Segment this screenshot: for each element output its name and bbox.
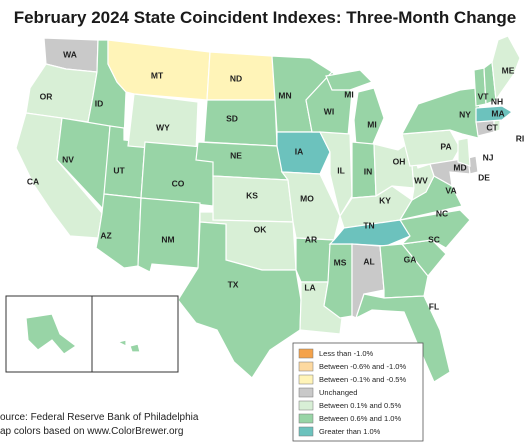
legend-swatch	[298, 426, 314, 437]
state-label-vt: VT	[478, 91, 490, 101]
state-label-tx: TX	[228, 279, 239, 289]
state-de	[467, 155, 479, 175]
state-label-nm: NM	[161, 234, 174, 244]
state-nm	[137, 197, 201, 273]
state-label-mn: MN	[278, 90, 291, 100]
state-label-ne: NE	[230, 150, 242, 160]
legend-label: Between -0.1% and -0.5%	[319, 375, 406, 384]
legend-label: Less than -1.0%	[319, 349, 374, 358]
legend-label: Greater than 1.0%	[319, 427, 381, 436]
legend-swatch	[298, 387, 314, 398]
legend-label: Unchanged	[319, 388, 357, 397]
state-ak-inset	[25, 313, 78, 355]
state-mi-upper	[325, 69, 374, 91]
state-label-nv: NV	[62, 154, 74, 164]
state-label-mt: MT	[151, 70, 164, 80]
state-label-tn: TN	[363, 220, 374, 230]
state-nc	[399, 209, 471, 249]
state-label-wy: WY	[156, 122, 170, 132]
state-ia	[276, 131, 331, 175]
legend: Less than -1.0% Between -0.6% and -1.0% Be…	[292, 342, 424, 442]
state-label-ut: UT	[113, 165, 125, 175]
state-hi-inset	[116, 339, 141, 353]
state-wv	[409, 141, 435, 202]
hawaii-inset-box	[91, 295, 179, 373]
state-label-la: LA	[304, 282, 315, 292]
legend-box	[292, 342, 424, 442]
source-line-1: ource: Federal Reserve Bank of Philadelp…	[0, 412, 199, 423]
legend-swatch	[298, 348, 314, 359]
source-line-2: ap colors based on www.ColorBrewer.org	[0, 426, 184, 437]
inset-layer	[5, 295, 179, 373]
state-label-wv: WV	[414, 175, 428, 185]
state-label-nj: NJ	[483, 152, 494, 162]
state-label-va: VA	[445, 185, 456, 195]
state-label-ar: AR	[305, 234, 317, 244]
state-tx	[177, 221, 302, 379]
state-label-sd: SD	[226, 113, 238, 123]
state-fl	[354, 293, 451, 383]
state-label-mo: MO	[300, 193, 314, 203]
state-label-nh: NH	[491, 96, 503, 106]
state-label-az: AZ	[100, 230, 111, 240]
state-label-ok: OK	[254, 224, 268, 234]
state-or	[25, 63, 98, 123]
state-label-fl: FL	[429, 301, 439, 311]
state-label-md: MD	[453, 162, 466, 172]
state-labels-layer: WA OR CA ID NV UT AZ MT WY CO NM ND SD NE KS OK TX MN IA MO…	[27, 49, 524, 343]
state-mi	[353, 87, 385, 147]
state-label-sc: SC	[428, 234, 440, 244]
state-label-oh: OH	[393, 156, 406, 166]
state-ny	[400, 87, 485, 139]
state-label-id: ID	[95, 98, 104, 108]
state-label-ms: MS	[334, 257, 347, 267]
state-label-de: DE	[478, 172, 490, 182]
state-label-ia: IA	[295, 146, 304, 156]
state-label-nd: ND	[230, 73, 242, 83]
legend-label: Between 0.6% and 1.0%	[319, 414, 401, 423]
state-label-ca: CA	[27, 176, 39, 186]
state-label-wi: WI	[324, 106, 334, 116]
state-label-ma: MA	[491, 108, 504, 118]
state-ma	[475, 105, 514, 123]
state-label-pa: PA	[440, 141, 451, 151]
state-label-il: IL	[337, 165, 345, 175]
state-label-wa: WA	[63, 49, 77, 59]
legend-label: Between -0.6% and -1.0%	[319, 362, 406, 371]
state-label-ct: CT	[486, 122, 498, 132]
states-layer	[15, 35, 521, 383]
state-nj	[457, 137, 471, 167]
state-label-mi: MI	[344, 89, 353, 99]
state-label-ky: KY	[379, 195, 391, 205]
legend-swatch	[298, 361, 314, 372]
state-me	[491, 35, 521, 102]
state-label-ks: KS	[246, 190, 258, 200]
map-title: February 2024 State Coincident Indexes: …	[13, 8, 517, 27]
legend-swatch	[298, 400, 314, 411]
state-label-ri: RI	[516, 133, 525, 143]
state-label-ny: NY	[459, 109, 471, 119]
state-label-nc: NC	[436, 208, 448, 218]
state-label-mi-lower: MI	[367, 119, 376, 129]
state-sd	[203, 99, 278, 147]
legend-swatch	[298, 413, 314, 424]
state-label-me: ME	[502, 65, 515, 75]
state-label-in: IN	[364, 166, 373, 176]
state-label-ga: GA	[404, 254, 417, 264]
legend-label: Between 0.1% and 0.5%	[319, 401, 401, 410]
state-label-co: CO	[172, 178, 185, 188]
legend-swatch	[298, 374, 314, 385]
state-label-al: AL	[363, 256, 374, 266]
state-label-or: OR	[40, 91, 53, 101]
